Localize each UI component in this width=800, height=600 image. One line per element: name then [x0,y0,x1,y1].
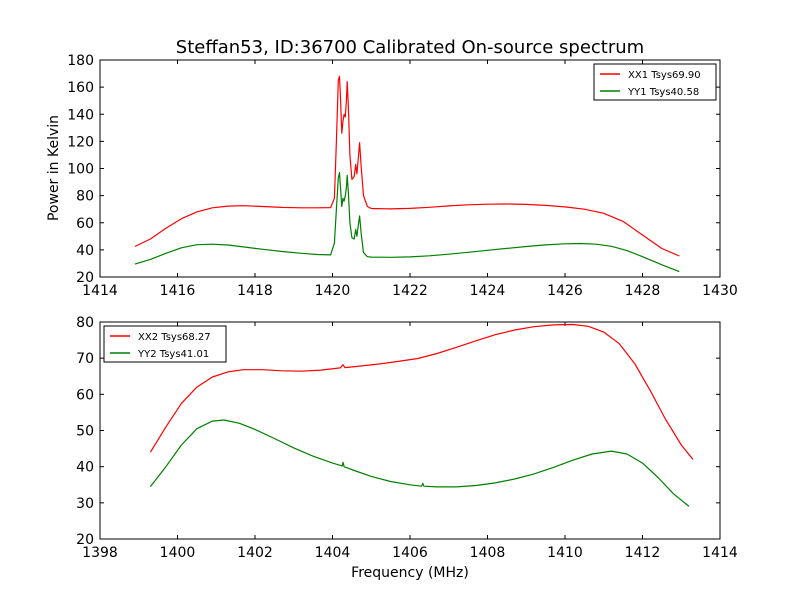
bottom-spectrum-panel: 1398 1400 1402 1404 1406 1408 1410 1412 1414 20 30… [76,315,738,561]
top-x-tick-label: 1420 [315,283,351,299]
bottom-y-tick-label: 20 [76,532,94,548]
bottom-y-tick-label: 80 [76,315,94,331]
bottom-x-tick-label: 1408 [470,545,506,561]
top-y-tick-label: 160 [67,80,94,96]
bottom-x-tick-label: 1398 [82,545,118,561]
top-x-tick-label: 1414 [82,283,118,299]
bottom-y-tick-label: 60 [76,387,94,403]
top-series-lines [134,75,680,273]
top-y-tick-label: 120 [67,134,94,150]
top-x-tick-label: 1422 [392,283,428,299]
bottom-axis-ticks: 1398 1400 1402 1404 1406 1408 1410 1412 1414 20 30… [76,315,738,561]
top-spectrum-panel: 1414 1416 1418 1420 1422 1424 1426 1428 1430 20 40… [67,53,738,299]
x-axis-label: Frequency (MHz) [351,565,469,581]
top-legend-label-2: YY1 Tsys40.58 [627,87,699,98]
bottom-y-tick-label: 30 [76,496,94,512]
top-y-tick-label: 180 [67,53,94,69]
top-axis-ticks: 1414 1416 1418 1420 1422 1424 1426 1428 1430 20 40… [67,53,738,299]
bottom-series-lines [149,323,694,507]
bottom-legend-frame [103,325,227,363]
figure-title: Steffan53, ID:36700 Calibrated On-source… [176,37,644,58]
y-axis-label: Power in Kelvin [46,115,62,221]
top-x-tick-label: 1418 [237,283,273,299]
bottom-legend-label-1: XX2 Tsys68.27 [138,332,211,343]
top-y-tick-label: 40 [76,243,94,259]
bottom-series-line-1 [149,323,694,460]
top-legend-label-1: XX1 Tsys69.90 [628,70,701,81]
bottom-y-tick-label: 70 [76,351,94,367]
top-x-tick-label: 1430 [702,283,738,299]
top-x-tick-label: 1426 [547,283,583,299]
bottom-x-tick-label: 1414 [702,545,738,561]
top-series-line-1 [134,75,680,257]
top-legend: XX1 Tsys69.90 YY1 Tsys40.58 [593,63,717,101]
bottom-x-tick-label: 1402 [237,545,273,561]
bottom-legend-label-2: YY2 Tsys41.01 [137,349,209,360]
bottom-y-tick-label: 50 [76,424,94,440]
top-series-line-2 [134,172,680,273]
top-y-tick-label: 100 [67,162,94,178]
bottom-x-tick-label: 1412 [625,545,661,561]
bottom-series-line-2 [149,419,690,507]
top-legend-frame [593,63,717,101]
top-y-tick-label: 60 [76,216,94,232]
top-y-tick-label: 20 [76,270,94,286]
bottom-x-tick-label: 1410 [547,545,583,561]
top-y-tick-label: 80 [76,189,94,205]
bottom-x-tick-label: 1406 [392,545,428,561]
bottom-plot-frame [99,321,721,540]
top-x-tick-label: 1416 [160,283,196,299]
top-plot-frame [99,59,721,278]
bottom-legend: XX2 Tsys68.27 YY2 Tsys41.01 [103,325,227,363]
top-y-tick-label: 140 [67,107,94,123]
top-x-tick-label: 1428 [625,283,661,299]
top-x-tick-label: 1424 [470,283,506,299]
bottom-y-tick-label: 40 [76,460,94,476]
bottom-x-tick-label: 1400 [160,545,196,561]
bottom-x-tick-label: 1404 [315,545,351,561]
